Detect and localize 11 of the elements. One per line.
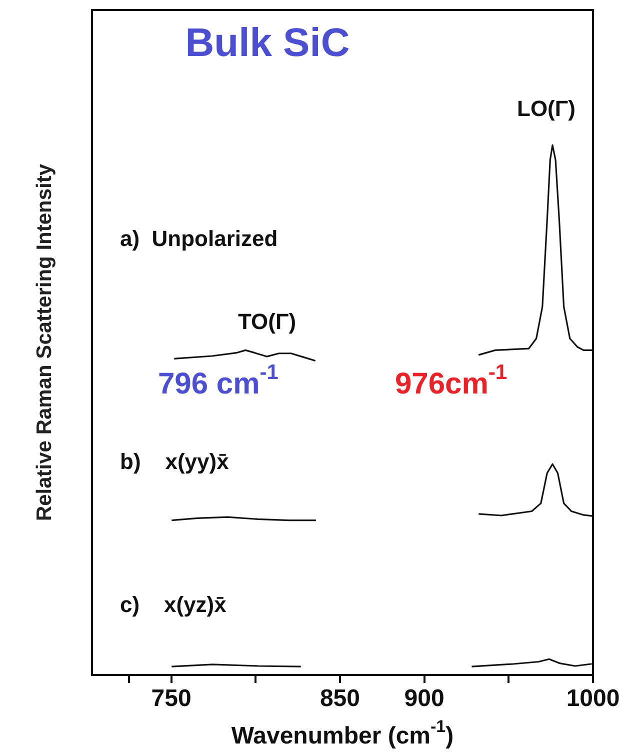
x-tick-label: 850 bbox=[320, 685, 360, 712]
annotation: c) x(yz)x̄ bbox=[120, 592, 228, 618]
x-tick-label: 900 bbox=[404, 685, 444, 712]
text: LO(Γ) bbox=[517, 96, 576, 122]
y-axis-title: Relative Raman Scattering Intensity bbox=[32, 164, 56, 522]
x-tick-label: 750 bbox=[151, 685, 192, 712]
annotation: TO(Γ) bbox=[238, 309, 296, 334]
annotation: a) Unpolarized bbox=[120, 226, 278, 252]
x-tick-label: 1000 bbox=[566, 685, 620, 712]
chart-title: Bulk SiC bbox=[185, 21, 350, 66]
annotation: b) x(yy)x̄ bbox=[120, 449, 230, 474]
